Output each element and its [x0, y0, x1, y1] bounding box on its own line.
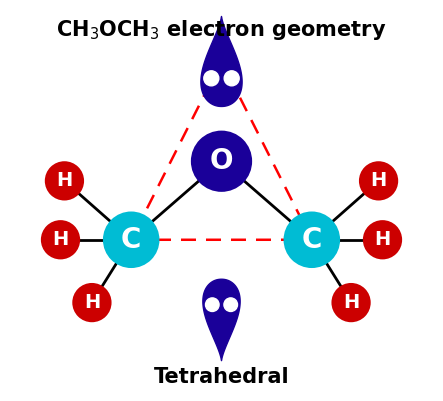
Circle shape — [41, 220, 80, 259]
Circle shape — [224, 71, 239, 86]
Text: O: O — [210, 147, 233, 175]
Text: H: H — [52, 230, 69, 249]
Circle shape — [359, 161, 398, 200]
Circle shape — [224, 298, 237, 312]
Text: C: C — [302, 226, 322, 254]
Polygon shape — [203, 279, 240, 360]
Circle shape — [191, 131, 252, 192]
Text: H: H — [370, 171, 387, 190]
Polygon shape — [201, 16, 242, 106]
Circle shape — [103, 211, 159, 268]
Text: CH$_3$OCH$_3$ electron geometry: CH$_3$OCH$_3$ electron geometry — [56, 18, 387, 42]
Circle shape — [363, 220, 402, 259]
Circle shape — [204, 71, 219, 86]
Circle shape — [206, 298, 219, 312]
Text: H: H — [374, 230, 391, 249]
Circle shape — [45, 161, 84, 200]
Circle shape — [284, 211, 340, 268]
Circle shape — [331, 283, 371, 322]
Circle shape — [72, 283, 112, 322]
Text: H: H — [56, 171, 73, 190]
Text: H: H — [343, 293, 359, 312]
Text: H: H — [84, 293, 100, 312]
Text: C: C — [121, 226, 141, 254]
Text: Tetrahedral: Tetrahedral — [154, 367, 289, 387]
